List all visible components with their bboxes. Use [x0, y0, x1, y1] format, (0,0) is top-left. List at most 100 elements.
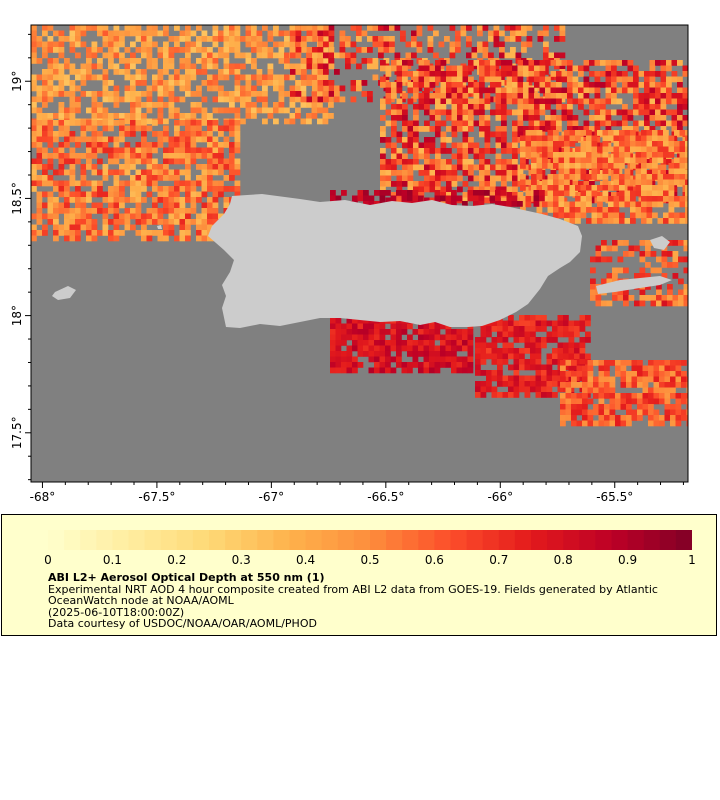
aod-cell — [515, 52, 522, 59]
aod-cell — [435, 131, 441, 138]
aod-cell — [212, 186, 219, 192]
aod-cell — [42, 169, 48, 176]
aod-cell — [671, 60, 678, 66]
aod-cell — [553, 157, 559, 164]
aod-cell — [357, 195, 364, 202]
aod-cell — [234, 96, 241, 103]
aod-cell — [545, 76, 551, 83]
aod-cell — [683, 300, 688, 307]
aod-cell — [141, 147, 147, 154]
aod-cell — [440, 186, 447, 193]
aod-cell — [582, 387, 588, 394]
aod-cell — [546, 359, 553, 365]
aod-cell — [644, 71, 650, 77]
aod-cell — [185, 58, 191, 64]
aod-cell — [212, 58, 219, 64]
aod-cell — [385, 71, 392, 77]
aod-cell — [396, 323, 402, 330]
aod-cell — [108, 30, 114, 37]
aod-cell — [102, 120, 109, 126]
aod-cell — [80, 25, 87, 31]
aod-cell — [212, 213, 219, 220]
aod-cell — [113, 186, 120, 192]
aod-cell — [683, 289, 688, 296]
aod-cell — [284, 30, 290, 37]
aod-cell — [484, 98, 491, 105]
aod-cell — [396, 356, 402, 363]
aod-cell — [491, 386, 498, 393]
aod-cell — [75, 30, 81, 37]
aod-cell — [646, 135, 653, 142]
aod-cell — [497, 364, 503, 371]
aod-cell — [196, 164, 202, 170]
aod-cell — [416, 47, 423, 53]
aod-cell — [466, 91, 472, 97]
aod-cell — [80, 41, 87, 48]
aod-cell — [604, 387, 610, 394]
colorbar-step — [579, 530, 596, 550]
aod-cell — [102, 107, 109, 114]
aod-cell — [685, 190, 688, 197]
aod-cell — [456, 340, 463, 346]
aod-cell — [346, 356, 353, 363]
aod-cell — [385, 340, 391, 346]
aod-cell — [635, 212, 642, 219]
aod-cell — [141, 91, 147, 97]
aod-cell — [491, 348, 498, 354]
aod-cell — [75, 191, 81, 198]
aod-cell — [36, 158, 43, 165]
aod-cell — [677, 126, 683, 132]
aod-cell — [97, 169, 103, 176]
aod-cell — [124, 85, 131, 92]
aod-cell — [486, 331, 492, 338]
aod-cell — [612, 240, 618, 246]
aod-cell — [613, 196, 620, 202]
aod-cell — [646, 201, 653, 208]
aod-cell — [631, 360, 638, 366]
aod-cell — [601, 256, 607, 263]
aod-cell — [372, 36, 379, 42]
aod-cell — [512, 82, 518, 88]
aod-cell — [407, 186, 414, 193]
aod-cell — [534, 153, 540, 160]
aod-cell — [174, 120, 180, 126]
aod-cell — [539, 76, 546, 83]
aod-cell — [185, 136, 191, 143]
aod-cell — [569, 168, 576, 175]
aod-cell — [322, 58, 329, 64]
aod-cell — [295, 47, 302, 53]
aod-cell — [64, 191, 70, 198]
aod-cell — [556, 60, 562, 66]
aod-cell — [506, 170, 513, 176]
aod-cell — [591, 207, 598, 213]
aod-cell — [207, 224, 213, 231]
aod-cell — [157, 191, 164, 198]
aod-cell — [440, 340, 446, 346]
aod-cell — [196, 197, 202, 203]
aod-cell — [517, 87, 524, 94]
aod-cell — [557, 348, 564, 354]
aod-cell — [289, 118, 296, 125]
aod-cell — [86, 136, 92, 143]
culebra-land — [650, 236, 670, 250]
aod-cell — [429, 109, 436, 116]
aod-cell — [553, 146, 559, 153]
aod-cell — [506, 71, 513, 77]
aod-cell — [563, 364, 569, 371]
aod-cell — [64, 131, 70, 137]
aod-cell — [484, 60, 491, 66]
aod-cell — [591, 212, 598, 219]
aod-cell — [201, 107, 208, 114]
aod-cell — [424, 98, 430, 105]
aod-cell — [367, 91, 373, 97]
aod-cell — [157, 74, 164, 81]
aod-cell — [278, 41, 285, 48]
aod-cell — [97, 91, 103, 97]
aod-cell — [528, 120, 535, 127]
aod-cell — [407, 351, 413, 357]
aod-cell — [317, 91, 323, 97]
aod-cell — [168, 208, 175, 214]
aod-cell — [524, 331, 531, 338]
aod-cell — [630, 190, 636, 197]
aod-cell — [645, 284, 651, 290]
